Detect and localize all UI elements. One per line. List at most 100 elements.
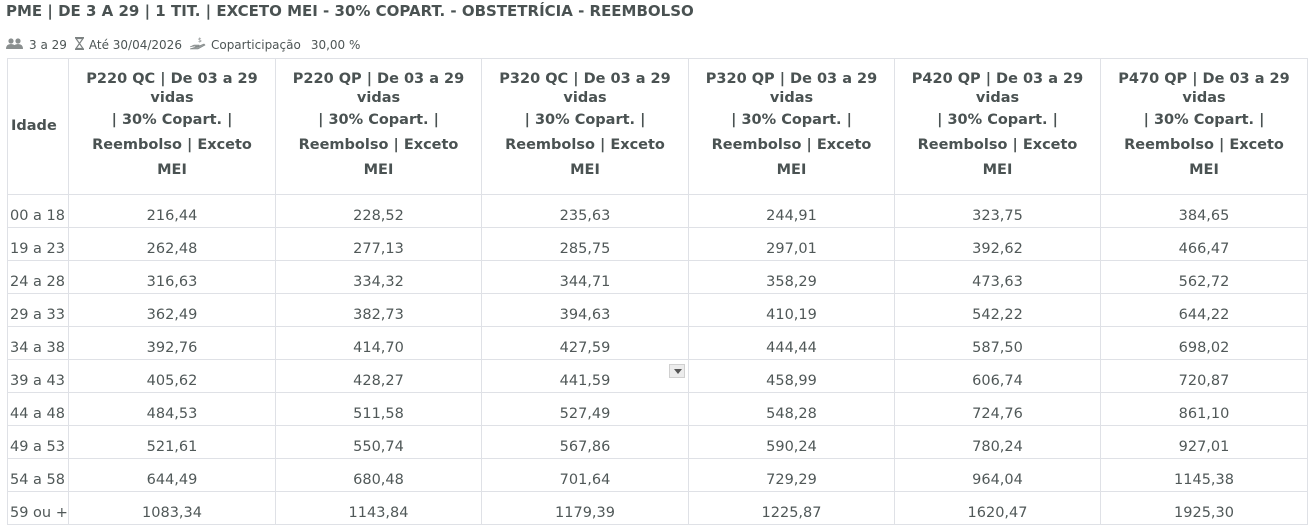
- age-range-cell: 24 a 28: [7, 260, 69, 294]
- price-cell: 484,53: [68, 392, 276, 426]
- copay-value: 30,00 %: [310, 38, 361, 52]
- price-cell: 644,22: [1100, 293, 1308, 327]
- price-cell: 1225,87: [688, 491, 895, 525]
- price-cell: 473,63: [894, 260, 1101, 294]
- table-row: 24 a 28 316,63 334,32 344,71 358,29 473,63 562…: [7, 260, 1308, 294]
- price-cell: 720,87: [1100, 359, 1308, 393]
- price-cell: 698,02: [1100, 326, 1308, 360]
- price-cell: 262,48: [68, 227, 276, 261]
- table-row: 39 a 43 405,62 428,27 441,59 458,99 606,74 720…: [7, 359, 1308, 393]
- price-cell: 334,32: [275, 260, 482, 294]
- hand-money-icon: $: [189, 37, 206, 53]
- price-cell: 441,59: [481, 359, 689, 393]
- hourglass-icon: [74, 37, 85, 53]
- price-cell: 285,75: [481, 227, 689, 261]
- lives-text: 3 a 29: [29, 38, 67, 52]
- users-icon: [6, 38, 24, 52]
- price-cell: 1083,34: [68, 491, 276, 525]
- price-cell: 428,27: [275, 359, 482, 393]
- svg-text:$: $: [198, 37, 202, 44]
- plan-header: P220 QP | De 03 a 29 vidas | 30% Copart. …: [275, 58, 482, 195]
- price-cell: 344,71: [481, 260, 689, 294]
- price-cell: 382,73: [275, 293, 482, 327]
- table-row: 34 a 38 392,76 414,70 427,59 444,44 587,50 698…: [7, 326, 1308, 360]
- price-cell: 1179,39: [481, 491, 689, 525]
- age-range-cell: 19 a 23: [7, 227, 69, 261]
- price-cell: 216,44: [68, 194, 276, 228]
- price-cell: 590,24: [688, 425, 895, 459]
- page-title: PME | DE 3 A 29 | 1 TIT. | EXCETO MEI - …: [6, 2, 694, 20]
- price-cell: 587,50: [894, 326, 1101, 360]
- dropdown-toggle-button[interactable]: [669, 364, 685, 378]
- plan-header: P220 QC | De 03 a 29 vidas | 30% Copart. …: [68, 58, 276, 195]
- price-cell: 235,63: [481, 194, 689, 228]
- price-cell: 244,91: [688, 194, 895, 228]
- age-range-cell: 34 a 38: [7, 326, 69, 360]
- age-range-cell: 59 ou +: [7, 491, 69, 525]
- table-row: 19 a 23 262,48 277,13 285,75 297,01 392,62 466…: [7, 227, 1308, 261]
- price-cell: 861,10: [1100, 392, 1308, 426]
- price-cell: 414,70: [275, 326, 482, 360]
- table-row: 44 a 48 484,53 511,58 527,49 548,28 724,76 861…: [7, 392, 1308, 426]
- validity-text: Até 30/04/2026: [88, 38, 182, 52]
- price-cell: 527,49: [481, 392, 689, 426]
- price-cell: 567,86: [481, 425, 689, 459]
- price-cell: 1620,47: [894, 491, 1101, 525]
- plan-header: P420 QP | De 03 a 29 vidas | 30% Copart. …: [894, 58, 1101, 195]
- price-cell: 1145,38: [1100, 458, 1308, 492]
- price-cell: 405,62: [68, 359, 276, 393]
- age-range-cell: 29 a 33: [7, 293, 69, 327]
- lives-range: 3 a 29: [6, 38, 67, 52]
- table-row: 29 a 33 362,49 382,73 394,63 410,19 542,22 644…: [7, 293, 1308, 327]
- table-row: 49 a 53 521,61 550,74 567,86 590,24 780,24 927…: [7, 425, 1308, 459]
- copay: $ Coparticipação 30,00 %: [189, 37, 361, 53]
- price-cell: 297,01: [688, 227, 895, 261]
- price-cell: 701,64: [481, 458, 689, 492]
- validity: Até 30/04/2026: [74, 37, 182, 53]
- plan-meta: 3 a 29 Até 30/04/2026 $ Coparticipação 3…: [6, 37, 368, 53]
- price-cell: 362,49: [68, 293, 276, 327]
- price-cell: 392,76: [68, 326, 276, 360]
- price-cell: 964,04: [894, 458, 1101, 492]
- price-cell: 458,99: [688, 359, 895, 393]
- age-range-cell: 39 a 43: [7, 359, 69, 393]
- price-cell: 228,52: [275, 194, 482, 228]
- age-range-cell: 00 a 18: [7, 194, 69, 228]
- price-cell: 680,48: [275, 458, 482, 492]
- price-cell: 394,63: [481, 293, 689, 327]
- table-row: 00 a 18 216,44 228,52 235,63 244,91 323,75 384…: [7, 194, 1308, 228]
- price-cell: 1143,84: [275, 491, 482, 525]
- price-cell: 410,19: [688, 293, 895, 327]
- age-header: Idade: [7, 58, 69, 195]
- price-cell: 316,63: [68, 260, 276, 294]
- price-cell: 724,76: [894, 392, 1101, 426]
- price-cell: 1925,30: [1100, 491, 1308, 525]
- price-cell: 548,28: [688, 392, 895, 426]
- copay-label: Coparticipação: [210, 38, 301, 52]
- price-cell: 511,58: [275, 392, 482, 426]
- plan-header: P320 QP | De 03 a 29 vidas | 30% Copart. …: [688, 58, 895, 195]
- table-row: 54 a 58 644,49 680,48 701,64 729,29 964,04 114…: [7, 458, 1308, 492]
- age-range-cell: 49 a 53: [7, 425, 69, 459]
- price-table: Idade P220 QC | De 03 a 29 vidas | 30% Co…: [7, 58, 1308, 525]
- price-cell: 444,44: [688, 326, 895, 360]
- age-range-cell: 44 a 48: [7, 392, 69, 426]
- price-cell: 521,61: [68, 425, 276, 459]
- price-cell: 277,13: [275, 227, 482, 261]
- price-cell: 729,29: [688, 458, 895, 492]
- table-row: 59 ou +1083,34 1143,84 1179,39 1225,87 1620,…: [7, 491, 1308, 525]
- price-cell: 542,22: [894, 293, 1101, 327]
- price-cell: 323,75: [894, 194, 1101, 228]
- plan-header: P470 QP | De 03 a 29 vidas | 30% Copart. …: [1100, 58, 1308, 195]
- price-cell: 427,59: [481, 326, 689, 360]
- price-cell: 466,47: [1100, 227, 1308, 261]
- price-cell: 644,49: [68, 458, 276, 492]
- price-cell: 562,72: [1100, 260, 1308, 294]
- price-cell: 358,29: [688, 260, 895, 294]
- price-cell: 384,65: [1100, 194, 1308, 228]
- price-cell: 780,24: [894, 425, 1101, 459]
- table-header-row: Idade P220 QC | De 03 a 29 vidas | 30% Co…: [7, 58, 1308, 195]
- price-cell: 550,74: [275, 425, 482, 459]
- age-range-cell: 54 a 58: [7, 458, 69, 492]
- price-cell: 606,74: [894, 359, 1101, 393]
